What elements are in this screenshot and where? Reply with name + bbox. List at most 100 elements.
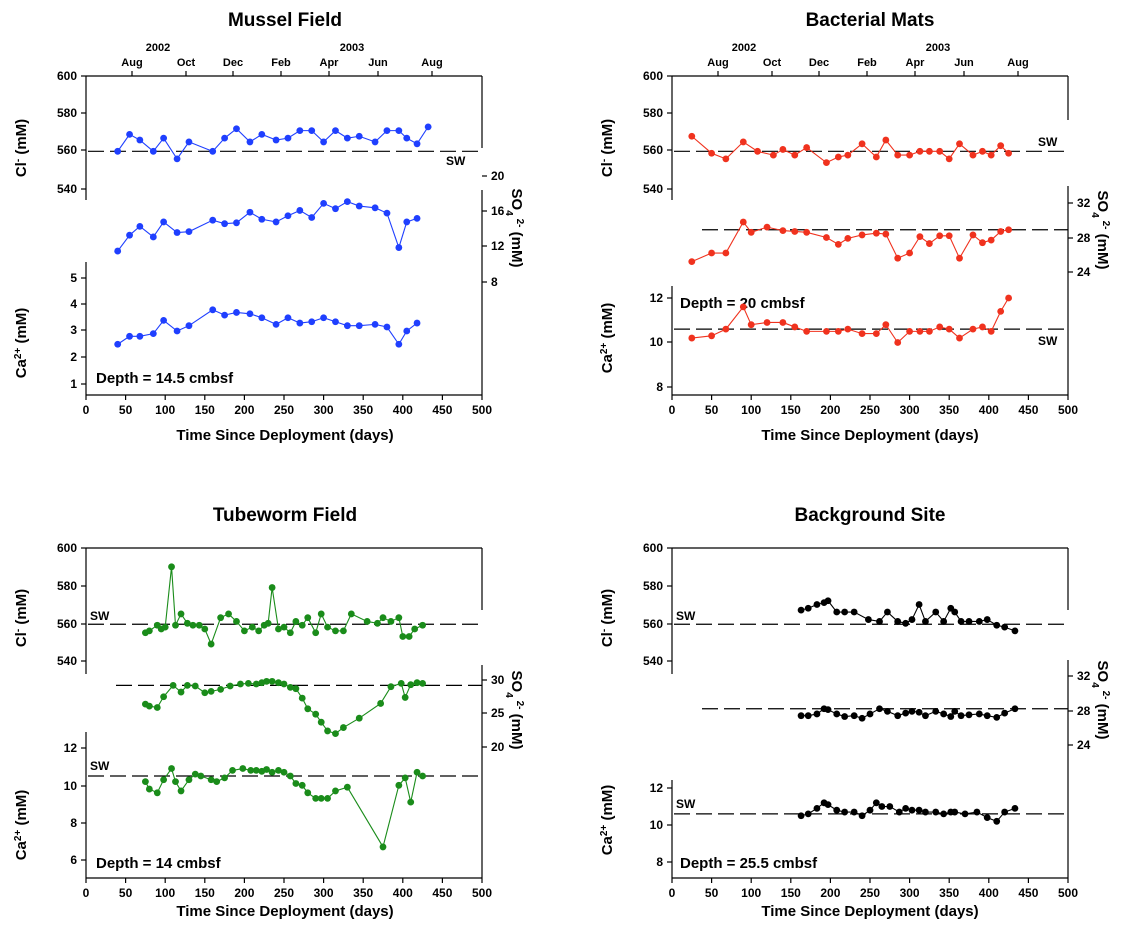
ca-series-point (983, 814, 991, 821)
ca-series-point (926, 327, 933, 335)
cl-series-point (114, 147, 122, 155)
so4-series-point (284, 212, 292, 220)
ca-series-point (940, 810, 948, 818)
cl-series-point (872, 153, 880, 161)
cl-series-point (1001, 623, 1009, 631)
cl-series-point (957, 618, 965, 625)
ca-series-point (272, 320, 280, 328)
cl-series-point (906, 151, 913, 159)
cl-series-point (411, 625, 419, 633)
so4-series-point (145, 702, 153, 710)
so4-series-point (882, 230, 890, 238)
so4-series-point (969, 231, 977, 239)
cl-series-point (951, 608, 959, 616)
cl-series-point (902, 619, 910, 627)
ca-series-point (149, 330, 157, 338)
ca-series-point (1001, 808, 1009, 816)
cl-series-point (936, 147, 944, 155)
ca-series-point (791, 323, 799, 331)
cl-series-point (195, 621, 203, 629)
ca-series-point (252, 767, 260, 774)
cl-series-point (395, 614, 403, 622)
cl-series-point (173, 155, 181, 163)
ca-series-point (747, 321, 755, 329)
ca-series-point (813, 804, 821, 812)
ca-series-point (298, 781, 306, 789)
cl-series-point (217, 614, 225, 622)
so4-series-point (272, 218, 280, 226)
y-tick-label-left: 12 (650, 781, 664, 795)
cl-series-point (797, 606, 805, 614)
so4-series-point (217, 685, 225, 693)
so4-series-point (804, 712, 812, 720)
so4-series-point (1005, 226, 1012, 234)
ca-series-point (993, 817, 1001, 825)
ca-series-point (882, 321, 890, 329)
cl-series-point (791, 151, 799, 159)
cl-series-point (161, 623, 169, 631)
so4-series-point (823, 234, 830, 241)
cl-series-point (225, 610, 232, 618)
ca-series-point (247, 767, 255, 774)
cl-series-line (800, 600, 1016, 632)
cl-axis-label: Cl- (mM) (13, 119, 31, 177)
ca-series-point (872, 799, 880, 807)
ca-series-point (708, 332, 715, 340)
ca-series-point (1005, 294, 1012, 302)
x-tick-label: 400 (393, 403, 413, 417)
ca-series-point (722, 325, 730, 333)
ca-series-point (114, 340, 122, 348)
sw-label: SW (676, 797, 696, 811)
so4-series-point (209, 216, 217, 224)
cl-series-point (983, 616, 991, 623)
so4-series-point (932, 707, 940, 715)
ca-series-point (878, 803, 886, 810)
cl-series-point (209, 147, 217, 155)
cl-series-point (997, 142, 1005, 150)
top-month-label: Jun (368, 57, 388, 69)
so4-series-point (791, 228, 799, 235)
cl-series-point (708, 149, 715, 157)
so4-series-point (866, 710, 874, 718)
cl-series-point (975, 618, 983, 625)
ca-series-point (136, 332, 144, 340)
top-month-label: Oct (177, 57, 196, 69)
ca-series-point (209, 306, 217, 314)
so4-series-point (153, 704, 161, 711)
ca-series-point (922, 808, 929, 816)
so4-series-line (145, 680, 423, 735)
cl-series-point (248, 623, 256, 631)
cl-series-point (894, 151, 902, 159)
top-month-label: Oct (763, 57, 782, 69)
cl-series-point (304, 614, 312, 622)
so4-series-point (407, 681, 415, 689)
cl-series-point (320, 138, 327, 146)
x-tick-label: 0 (83, 403, 90, 417)
x-tick-label: 250 (274, 403, 294, 417)
y-tick-label-right: 32 (1077, 196, 1091, 210)
cl-series-point (865, 616, 872, 623)
so4-series-point (906, 249, 913, 257)
so4-series-point (160, 218, 168, 226)
ca-series-point (401, 774, 409, 782)
ca-series-point (233, 309, 240, 316)
so4-series-point (876, 705, 883, 713)
x-tick-label: 0 (669, 403, 676, 417)
ca-series-point (803, 327, 811, 335)
x-tick-label: 500 (1058, 403, 1078, 417)
x-tick-label: 350 (939, 403, 959, 417)
y-tick-label-left: 10 (650, 818, 664, 832)
cl-series-point (413, 140, 421, 148)
ca-series-point (292, 780, 300, 787)
ca-series-point (797, 812, 805, 820)
x-tick-label: 450 (432, 886, 452, 900)
so4-series-point (688, 258, 696, 266)
so4-series-point (126, 231, 133, 239)
so4-series-point (332, 730, 339, 737)
ca-series-point (379, 843, 387, 851)
so4-series-point (401, 694, 409, 701)
ca-series-point (160, 317, 168, 324)
cl-series-point (1011, 627, 1019, 635)
cl-series-point (332, 627, 339, 635)
